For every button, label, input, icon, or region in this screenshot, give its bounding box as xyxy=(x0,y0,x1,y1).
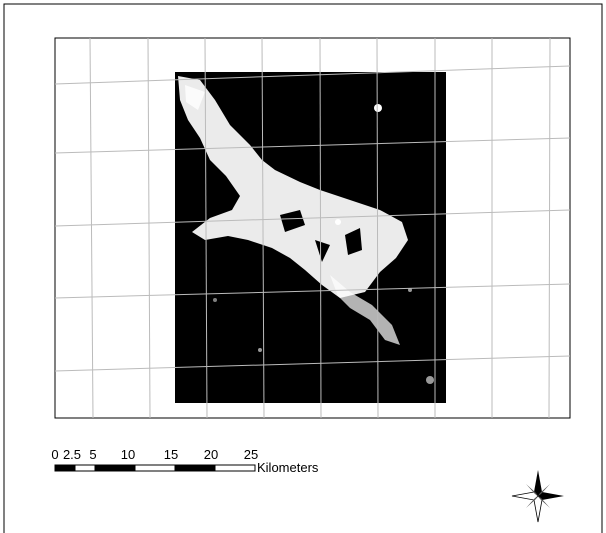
urban-patch xyxy=(335,219,341,225)
scale-label: 2.5 xyxy=(63,447,81,462)
urban-patch xyxy=(258,348,262,352)
scale-segment xyxy=(95,465,135,471)
urban-patch xyxy=(374,104,382,112)
scale-label: 5 xyxy=(89,447,96,462)
scale-segment xyxy=(135,465,175,471)
scale-segment xyxy=(75,465,95,471)
scale-label: 10 xyxy=(121,447,135,462)
scale-label: 0 xyxy=(51,447,58,462)
urban-patch xyxy=(426,376,434,384)
map-layout: 0 2.5 5 10 15 20 25 Kilometers xyxy=(0,0,606,533)
scale-segment xyxy=(55,465,75,471)
scale-unit: Kilometers xyxy=(257,460,319,475)
urban-patch xyxy=(213,298,217,302)
scale-label: 15 xyxy=(164,447,178,462)
scale-label: 20 xyxy=(204,447,218,462)
scale-segment xyxy=(175,465,215,471)
scale-segment xyxy=(215,465,255,471)
raster xyxy=(175,72,446,403)
